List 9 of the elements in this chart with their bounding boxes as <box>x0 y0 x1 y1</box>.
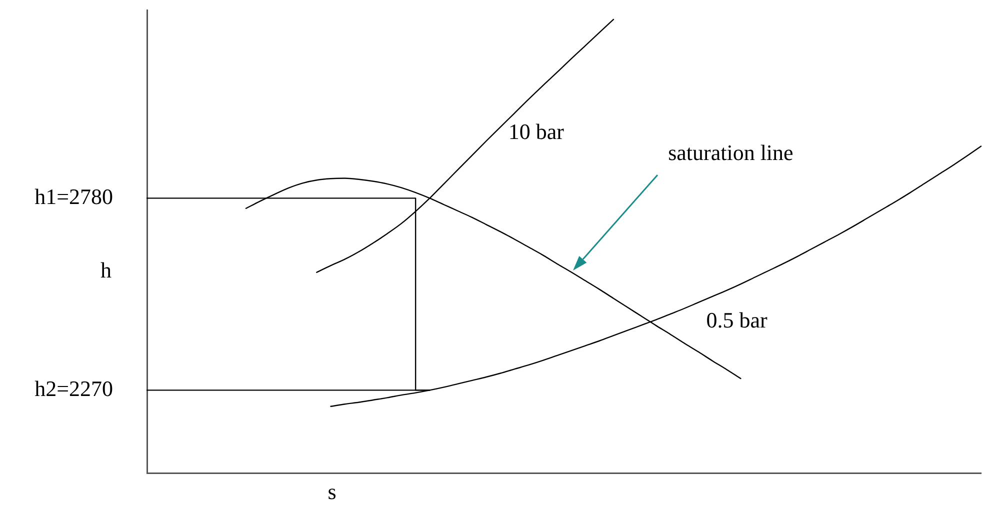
y-tick-label: 2780 <box>69 184 113 209</box>
x-axis-title: s <box>328 478 336 504</box>
series-label: 0.5 bar <box>706 307 768 332</box>
text: h2= <box>34 376 69 401</box>
text: h1= <box>34 184 69 209</box>
series-label: 10 bar <box>508 119 565 144</box>
y-tick-label: 2270 <box>69 376 113 401</box>
text: saturation line <box>668 140 794 165</box>
y-axis-title: h <box>100 257 112 282</box>
